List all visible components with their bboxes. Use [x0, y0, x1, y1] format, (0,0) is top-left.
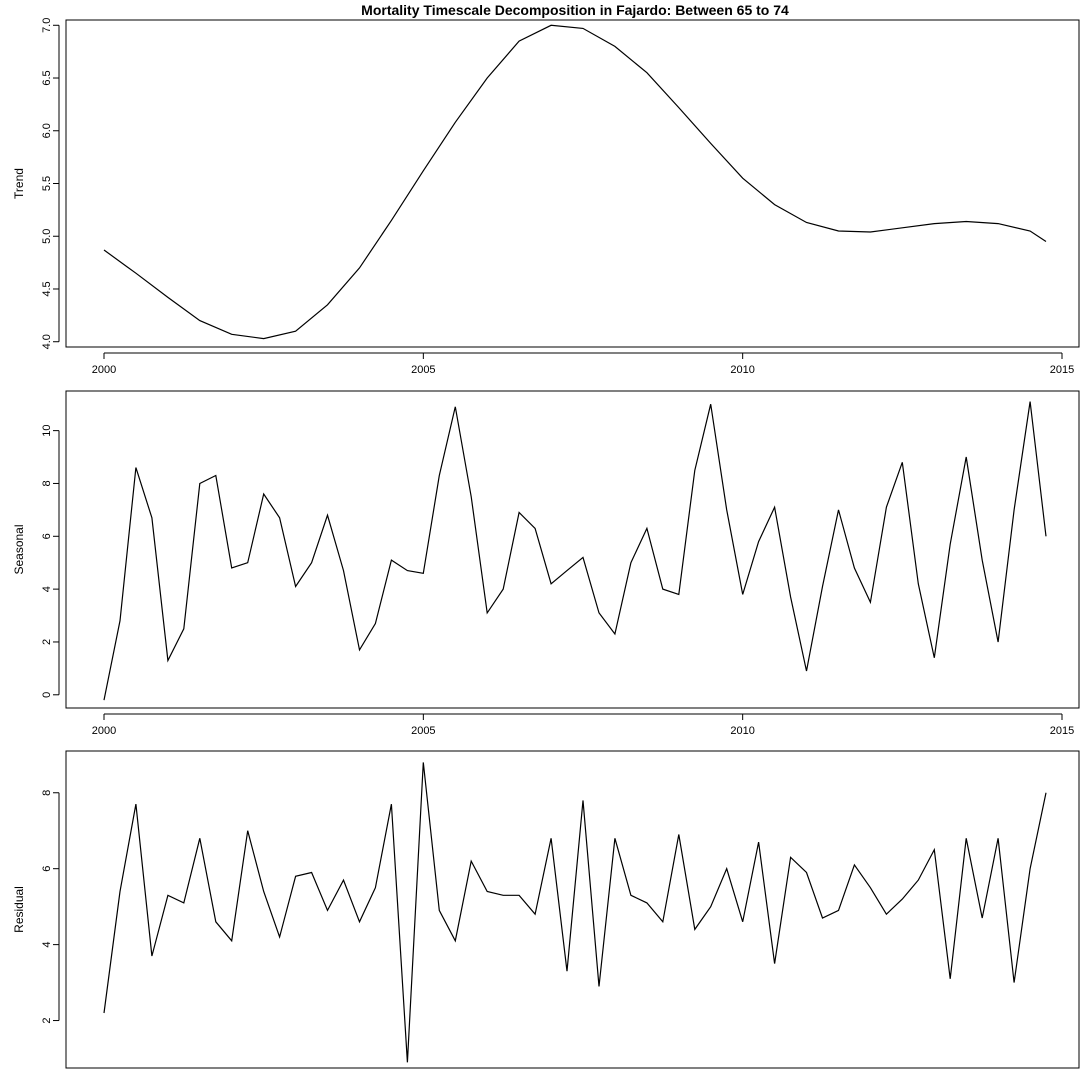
- y-tick-label: 4: [41, 942, 53, 948]
- y-tick-label: 4: [41, 586, 53, 592]
- y-tick-label: 8: [41, 480, 53, 486]
- panel-frame: [65, 390, 1080, 709]
- x-tick-label: 2005: [411, 364, 435, 376]
- y-tick-label: 6.5: [41, 70, 53, 85]
- y-axis-label: Seasonal: [12, 524, 26, 574]
- x-tick-label: 2015: [1050, 725, 1074, 737]
- y-tick-label: 4.0: [41, 334, 53, 349]
- chart-title: Mortality Timescale Decomposition in Faj…: [361, 2, 789, 18]
- y-tick-label: 5.0: [41, 229, 53, 244]
- y-tick-label: 7.0: [41, 18, 53, 33]
- series-line-residual: [103, 762, 1047, 1063]
- panel-frame: [65, 19, 1080, 348]
- y-axis-label: Residual: [12, 886, 26, 933]
- y-tick-label: 10: [41, 425, 53, 437]
- y-tick-label: 4.5: [41, 281, 53, 296]
- y-tick-label: 8: [41, 790, 53, 796]
- y-tick-label: 6.0: [41, 123, 53, 138]
- x-tick-label: 2015: [1050, 364, 1074, 376]
- y-tick-label: 6: [41, 533, 53, 539]
- panel-frame: [65, 750, 1080, 1069]
- series-line-trend: [103, 24, 1047, 340]
- x-tick-label: 2005: [411, 725, 435, 737]
- x-tick-label: 2010: [730, 725, 754, 737]
- x-tick-label: 2000: [92, 725, 116, 737]
- series-line-seasonal: [103, 401, 1047, 701]
- y-tick-label: 2: [41, 1017, 53, 1023]
- y-axis-label: Trend: [12, 168, 26, 199]
- x-tick-label: 2010: [730, 364, 754, 376]
- x-tick-label: 2000: [92, 364, 116, 376]
- y-tick-label: 6: [41, 866, 53, 872]
- y-tick-label: 5.5: [41, 176, 53, 191]
- y-tick-label: 2: [41, 639, 53, 645]
- y-tick-label: 0: [41, 692, 53, 698]
